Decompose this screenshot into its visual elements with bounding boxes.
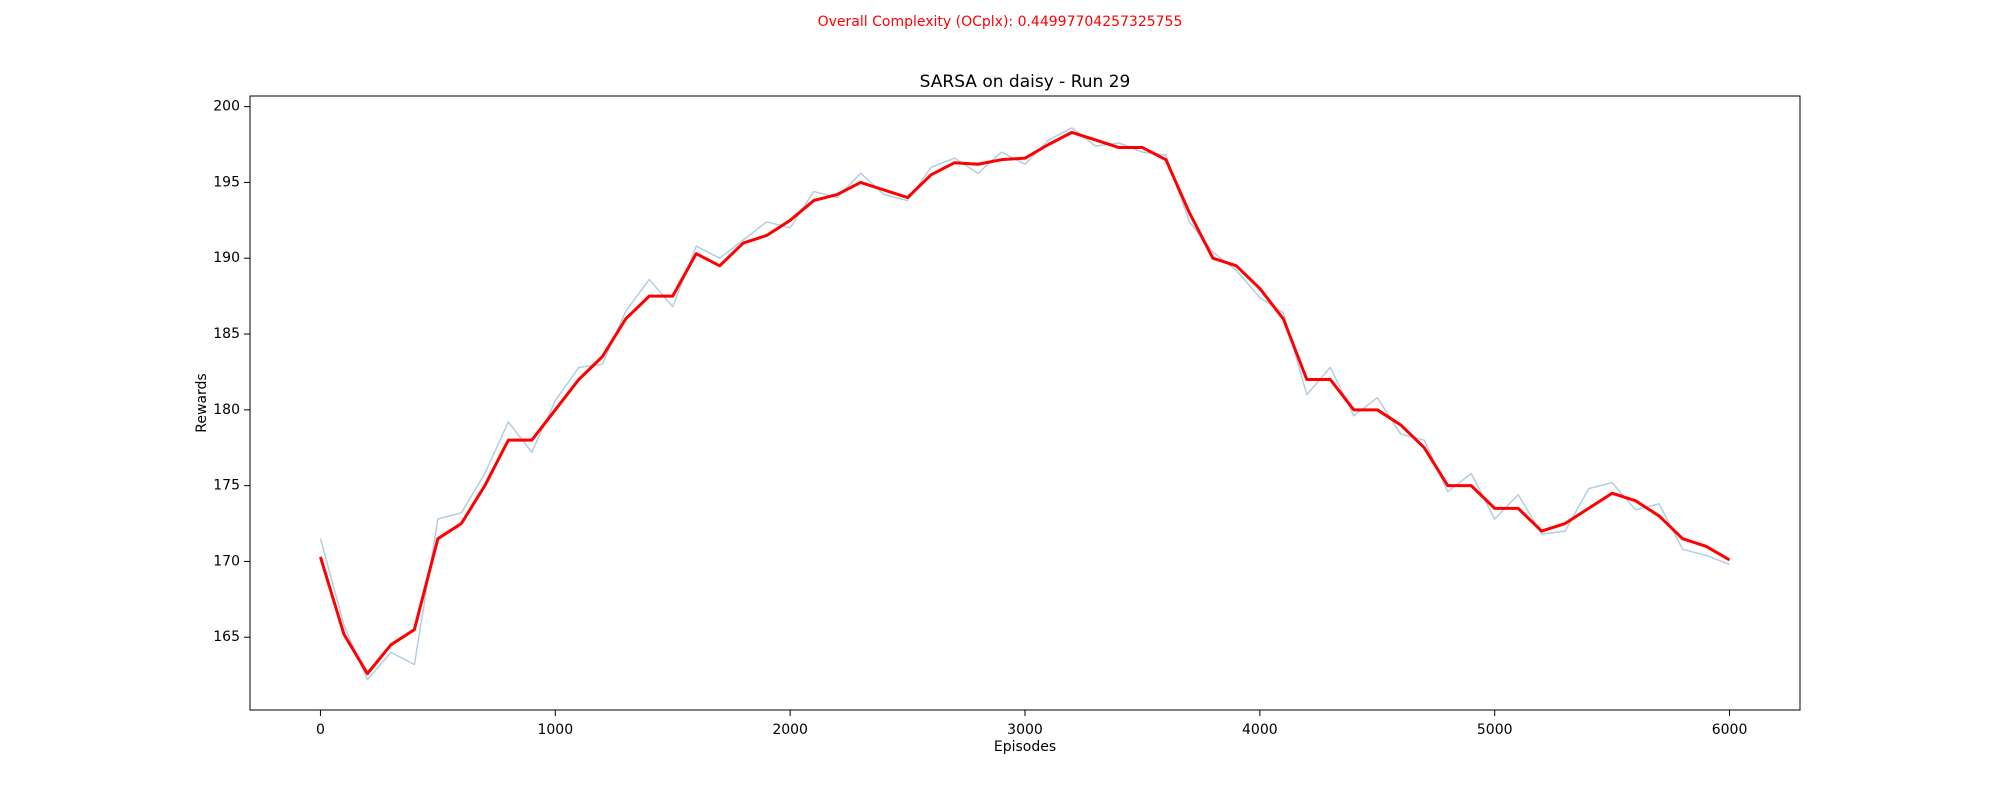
x-axis-label: Episodes: [994, 739, 1056, 755]
y-tick-label: 195: [213, 174, 240, 190]
y-tick-label: 180: [213, 402, 240, 418]
x-tick-label: 1000: [537, 722, 573, 738]
chart-title: SARSA on daisy - Run 29: [920, 72, 1131, 92]
y-tick-label: 170: [213, 553, 240, 569]
x-tick-label: 4000: [1242, 722, 1278, 738]
x-tick-label: 2000: [772, 722, 808, 738]
y-tick-label: 165: [213, 629, 240, 645]
y-axis-label: Rewards: [194, 373, 210, 432]
y-tick-label: 175: [213, 478, 240, 494]
plot-frame: [249, 95, 1801, 711]
y-tick-label: 185: [213, 326, 240, 342]
x-tick-label: 6000: [1712, 722, 1748, 738]
x-tick-label: 5000: [1477, 722, 1513, 738]
y-tick-label: 190: [213, 250, 240, 266]
series-line: [319, 127, 1730, 681]
x-tick-label: 0: [316, 722, 325, 738]
x-tick-label: 3000: [1007, 722, 1043, 738]
series-line: [319, 130, 1731, 676]
suptitle: Overall Complexity (OCplx): 0.4499770425…: [818, 14, 1183, 30]
y-tick-label: 200: [213, 99, 240, 115]
